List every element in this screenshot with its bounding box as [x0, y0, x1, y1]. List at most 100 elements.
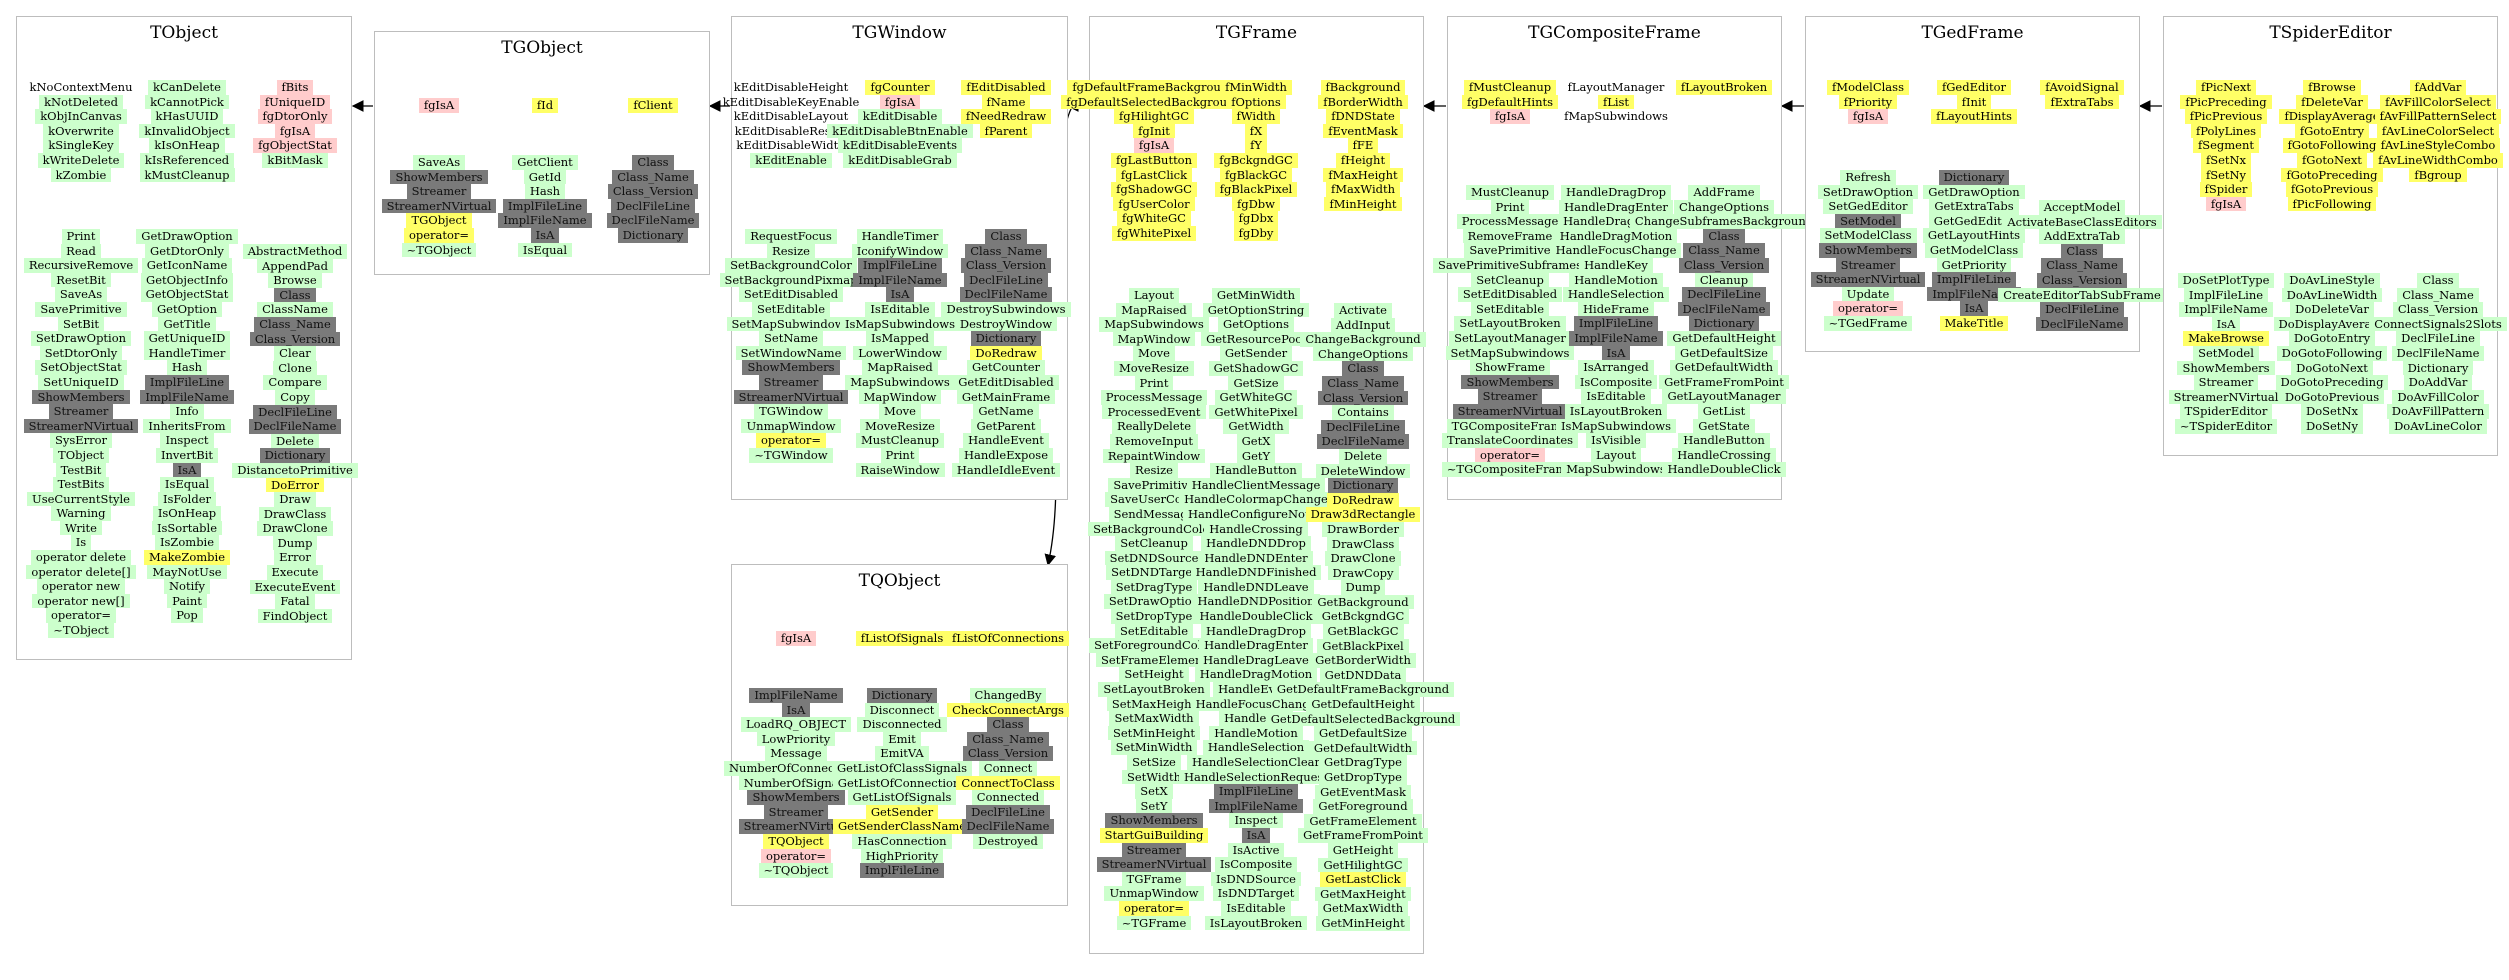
class-member: HandleDNDDrop	[1201, 536, 1311, 551]
class-member: kEditEnable	[750, 152, 832, 168]
class-member: GetEventMask	[1315, 784, 1411, 800]
class-member: HandleDragEnter	[1559, 199, 1673, 215]
class-member: MustCleanup	[855, 433, 945, 448]
class-member: Streamer	[763, 804, 829, 820]
class-member: ~TGedFrame	[1823, 315, 1913, 331]
class-member: GetLastClick	[1320, 872, 1406, 887]
class-member: ShowMembers	[742, 360, 840, 375]
class-member: kInvalidObject	[139, 123, 235, 139]
class-member: ImplFileName	[140, 389, 234, 405]
class-member: SetLayoutManager	[1449, 330, 1571, 346]
class-member: ShowFrame	[1469, 360, 1551, 375]
class-member: IsMapSubwindows	[1555, 418, 1677, 434]
class-member: RecursiveRemove	[23, 258, 139, 273]
class-member: SetWindowName	[735, 345, 847, 361]
class-member: Browse	[268, 273, 322, 288]
class-member: DoSetNy	[2300, 418, 2363, 434]
class-member: operator delete[]	[26, 564, 136, 580]
class-member: StreamerNVirtual	[733, 389, 849, 405]
class-member: ProcessedEvent	[1102, 404, 1206, 420]
class-member: kEditDisableGrab	[843, 152, 957, 168]
class-member: fgDbw	[1231, 196, 1281, 212]
member-column: Activate AddInput ChangeBackground ChangeOp…	[1265, 303, 1461, 931]
class-member: EmitVA	[875, 746, 929, 761]
class-member: Cleanup	[1694, 272, 1754, 288]
class-member: fBgroup	[2409, 167, 2467, 183]
class-member: ChangeOptions	[1313, 346, 1413, 362]
class-member: ExecuteEvent	[249, 579, 341, 595]
class-member: DoAvLineColor	[2389, 418, 2487, 434]
class-member: Class_Version	[2392, 302, 2484, 317]
member-column: Print Read RecursiveRemove ResetBit SaveAs Sa…	[21, 229, 141, 638]
class-title: TObject	[150, 23, 218, 43]
class-title: TGWindow	[852, 23, 947, 43]
member-column: Dictionary Disconnect Disconnected Emit Emit…	[831, 688, 973, 878]
class-member: GetLayoutManager	[1662, 389, 1786, 404]
class-member: kOverwrite	[43, 123, 119, 139]
class-member: Class_Version	[962, 746, 1054, 761]
class-member: SetDNDTarget	[1106, 565, 1202, 580]
class-member: HandleTimer	[856, 229, 944, 244]
member-column: HandleTimer IconifyWindow ImplFileLine Impl…	[839, 229, 961, 478]
class-member: fDisplayAverage	[2279, 109, 2385, 124]
class-member: GetY	[1236, 448, 1276, 464]
member-column: fModelClass fPriority fgIsA	[1808, 80, 1928, 124]
class-member: kCanDelete	[148, 80, 226, 95]
class-member: kMustCleanup	[139, 167, 235, 183]
class-member: Streamer	[1477, 389, 1543, 404]
class-member: SetModelClass	[1819, 228, 1917, 243]
class-member: SavePrimitive	[1108, 477, 1200, 493]
member-column: GetDrawOption GetDtorOnly GetIconName GetOb…	[127, 229, 247, 624]
class-member: fListOfConnections	[946, 631, 1070, 646]
class-member: fMapSubwindows	[1564, 109, 1668, 124]
class-member: ImplFileLine	[144, 374, 230, 390]
class-member: Class_Name	[1683, 243, 1765, 258]
class-member: DrawClone	[1325, 551, 1401, 566]
class-member: ActivateBaseClassEditors	[2002, 214, 2162, 230]
class-member: SetGedEditor	[1823, 199, 1913, 214]
class-member: DeclFileLine	[2040, 302, 2124, 317]
class-member: SetCleanup	[1115, 536, 1193, 551]
class-member: ImplFileLine	[1573, 316, 1659, 331]
class-title: TGFrame	[1215, 23, 1298, 43]
class-member: SetDNDSource	[1104, 550, 1204, 566]
class-member: Class_Version	[1317, 390, 1409, 406]
class-member: SetDrawOption	[30, 331, 132, 346]
class-member: fPicPreceding	[2180, 94, 2272, 110]
class-member: fGotoFollowing	[2282, 138, 2382, 153]
class-member: fPriority	[1838, 94, 1898, 110]
class-member: RemoveInput	[1110, 433, 1198, 449]
class-member: HandleDNDEnter	[1199, 550, 1313, 566]
class-member: IsOnHeap	[152, 506, 222, 521]
class-member: StreamerNVirtual	[1452, 403, 1568, 419]
class-member: HandleSelection	[1202, 740, 1310, 755]
class-member: ImplFileName	[1209, 798, 1303, 814]
class-member: HandleDoubleClick	[1194, 609, 1318, 624]
class-member: fClient	[628, 98, 678, 113]
member-column: fPicNext fPicPreceding fPicPrevious fPolyLi…	[2166, 80, 2286, 212]
class-member: fBits	[276, 80, 314, 95]
class-member: fLayoutManager	[1567, 80, 1665, 94]
class-member: Execute	[266, 565, 324, 580]
class-member: DoAvLineWidth	[2281, 287, 2383, 303]
class-member: IsEqual	[517, 242, 573, 258]
class-member: Draw	[274, 492, 316, 507]
class-member: AcceptModel	[2038, 200, 2126, 215]
class-member: SetDragType	[1110, 579, 1198, 595]
class-member: fgHilightGC	[1113, 109, 1195, 124]
class-member: TGCompositeFrame	[1446, 418, 1574, 434]
member-column: RequestFocus Resize SetBackgroundColor SetB…	[719, 229, 863, 463]
class-member: GetBackground	[1312, 594, 1414, 610]
class-member: GetList	[1697, 403, 1751, 419]
member-column: fgDefaultFrameBackground fgDefaultSelecte…	[1061, 80, 1247, 241]
class-member: GetMinWidth	[1211, 288, 1301, 303]
class-member: Destroyed	[973, 833, 1043, 849]
class-member: fgIsA	[1489, 109, 1531, 124]
class-member: ImplFileLine	[2183, 287, 2269, 303]
class-member: fgDefaultSelectedBackground	[1061, 94, 1247, 110]
class-member: SetMapSubwindows	[1445, 345, 1575, 361]
class-member: SetObjectStat	[35, 360, 127, 375]
class-member: fWidth	[1231, 109, 1281, 124]
class-title: TGedFrame	[1921, 23, 2024, 43]
class-member: HandleKey	[1579, 257, 1653, 273]
